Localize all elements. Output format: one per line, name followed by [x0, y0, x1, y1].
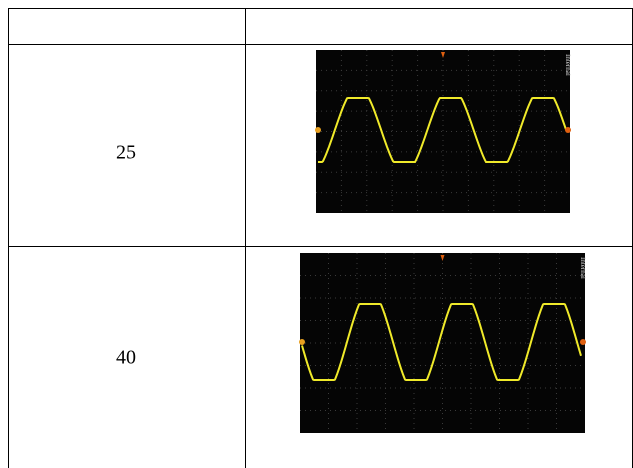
trigger-marker — [299, 339, 305, 345]
oscilloscope-screen: Internal — [299, 253, 587, 433]
level-marker — [565, 127, 571, 133]
page: 25 40 Internal Internal (() => { const d… — [0, 0, 633, 468]
trigger-marker — [315, 127, 321, 133]
level-marker — [580, 339, 586, 345]
oscilloscope-screen: Internal — [315, 50, 572, 213]
document-table: 25 40 Internal Internal — [0, 0, 633, 468]
scope-label: Internal — [579, 257, 587, 279]
scope-label: Internal — [564, 54, 572, 76]
cell-value: 25 — [116, 142, 136, 164]
cell-value: 40 — [116, 347, 136, 369]
